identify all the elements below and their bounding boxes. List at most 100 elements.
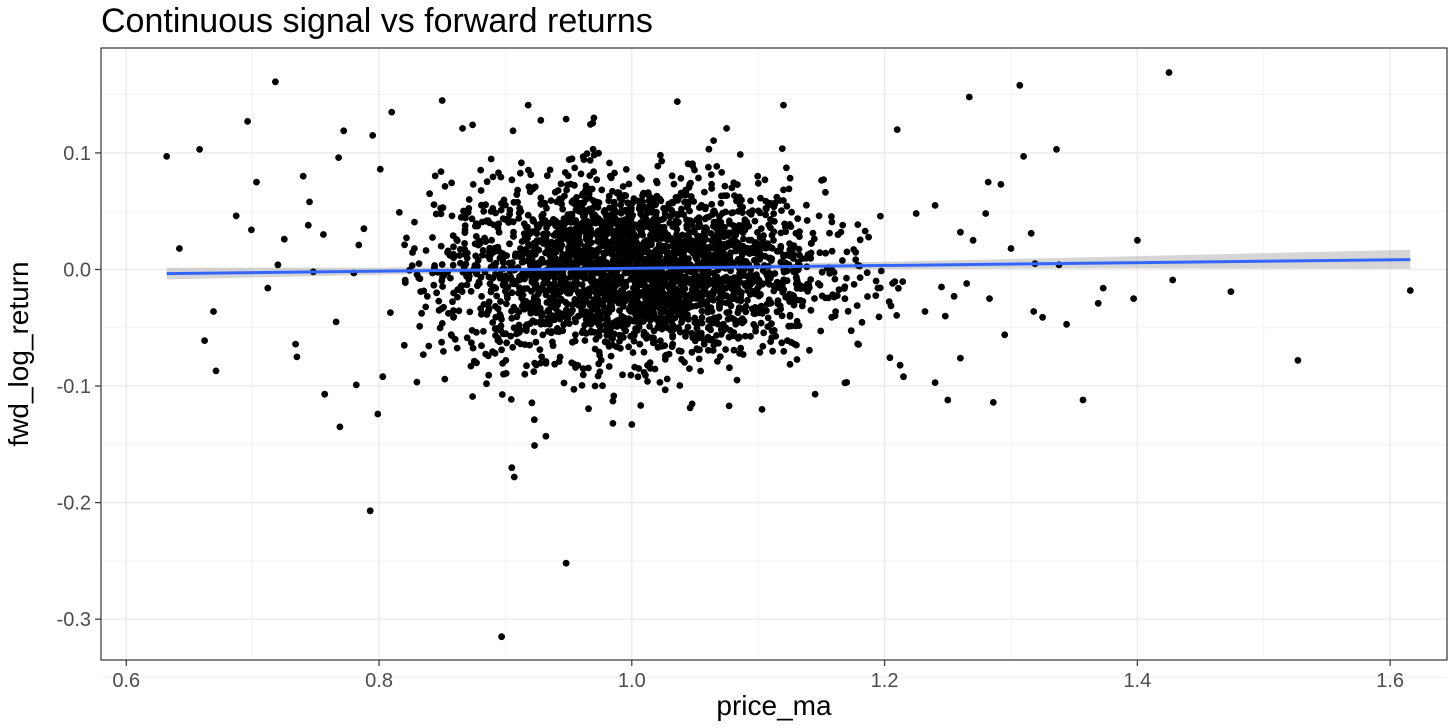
data-point bbox=[571, 181, 578, 189]
data-point bbox=[599, 222, 607, 230]
y-tick-label: 0.0 bbox=[63, 259, 91, 281]
data-point bbox=[843, 379, 851, 386]
data-point bbox=[931, 379, 939, 386]
data-point bbox=[830, 269, 838, 276]
data-point bbox=[518, 159, 525, 167]
data-point bbox=[461, 229, 469, 237]
data-point bbox=[579, 371, 587, 379]
data-point bbox=[565, 156, 573, 164]
data-point bbox=[1134, 236, 1141, 244]
data-point bbox=[524, 101, 532, 109]
data-point bbox=[628, 291, 636, 299]
data-point bbox=[321, 390, 329, 398]
data-point bbox=[562, 287, 570, 295]
data-point bbox=[480, 207, 488, 215]
x-tick-label: 0.6 bbox=[112, 670, 140, 692]
data-point bbox=[543, 172, 551, 180]
data-point bbox=[815, 212, 823, 220]
data-point bbox=[459, 124, 466, 132]
data-point bbox=[590, 296, 598, 303]
data-point bbox=[782, 224, 789, 231]
data-point bbox=[449, 298, 456, 306]
data-point bbox=[793, 356, 801, 363]
data-point bbox=[783, 164, 790, 172]
data-point bbox=[597, 309, 604, 317]
data-point bbox=[681, 359, 688, 366]
data-point bbox=[663, 272, 671, 280]
data-point bbox=[466, 308, 474, 316]
data-point bbox=[647, 316, 654, 324]
data-point bbox=[465, 196, 473, 203]
data-point bbox=[695, 223, 702, 231]
data-point bbox=[703, 214, 711, 221]
data-point bbox=[561, 192, 568, 200]
data-point bbox=[450, 307, 457, 314]
data-point bbox=[661, 209, 669, 217]
data-point bbox=[718, 283, 726, 290]
data-point bbox=[488, 236, 495, 244]
data-point bbox=[453, 344, 461, 352]
data-point bbox=[508, 314, 516, 322]
data-point bbox=[641, 220, 648, 228]
data-point bbox=[429, 234, 436, 241]
data-point bbox=[599, 382, 606, 390]
data-point bbox=[726, 364, 733, 372]
data-point bbox=[514, 186, 521, 194]
data-point bbox=[492, 303, 499, 310]
data-point bbox=[589, 217, 597, 225]
data-point bbox=[640, 287, 648, 295]
data-point bbox=[515, 215, 523, 222]
data-point bbox=[528, 288, 535, 295]
data-point bbox=[817, 327, 825, 335]
data-point bbox=[786, 298, 793, 305]
data-point bbox=[738, 255, 745, 263]
data-point bbox=[626, 304, 634, 312]
data-point bbox=[715, 300, 723, 308]
data-point bbox=[698, 307, 706, 315]
data-point bbox=[852, 249, 860, 256]
data-point bbox=[400, 341, 408, 349]
data-point bbox=[447, 274, 454, 282]
data-point bbox=[676, 276, 684, 283]
data-point bbox=[541, 200, 548, 208]
data-point bbox=[747, 197, 754, 205]
data-point bbox=[778, 145, 786, 153]
data-point bbox=[589, 278, 596, 286]
data-point bbox=[653, 208, 660, 216]
data-point bbox=[828, 247, 836, 255]
data-point bbox=[537, 116, 545, 124]
data-point bbox=[944, 396, 952, 404]
regression-line bbox=[166, 258, 1411, 276]
data-point bbox=[536, 271, 544, 278]
data-point bbox=[682, 296, 690, 303]
data-point bbox=[625, 343, 632, 351]
data-point bbox=[542, 291, 550, 299]
data-point bbox=[639, 244, 647, 252]
data-point bbox=[963, 280, 971, 287]
data-point bbox=[707, 171, 715, 179]
data-point bbox=[450, 243, 457, 251]
data-point bbox=[606, 224, 614, 232]
data-point bbox=[671, 289, 679, 297]
data-point bbox=[652, 201, 659, 209]
data-point bbox=[686, 207, 693, 215]
data-point bbox=[435, 297, 443, 305]
data-point bbox=[606, 159, 613, 167]
data-point bbox=[571, 164, 579, 172]
data-point bbox=[843, 248, 851, 256]
data-point bbox=[593, 176, 601, 184]
data-point bbox=[1007, 245, 1015, 252]
data-point bbox=[510, 198, 518, 206]
data-point bbox=[511, 253, 519, 260]
data-point bbox=[707, 326, 714, 334]
data-point bbox=[201, 337, 209, 344]
data-point bbox=[610, 319, 618, 326]
data-point bbox=[721, 182, 729, 190]
data-point bbox=[480, 328, 487, 335]
data-point bbox=[635, 365, 643, 372]
data-point bbox=[437, 242, 445, 250]
data-point bbox=[675, 249, 683, 257]
data-point bbox=[516, 169, 524, 177]
data-point bbox=[212, 367, 220, 375]
